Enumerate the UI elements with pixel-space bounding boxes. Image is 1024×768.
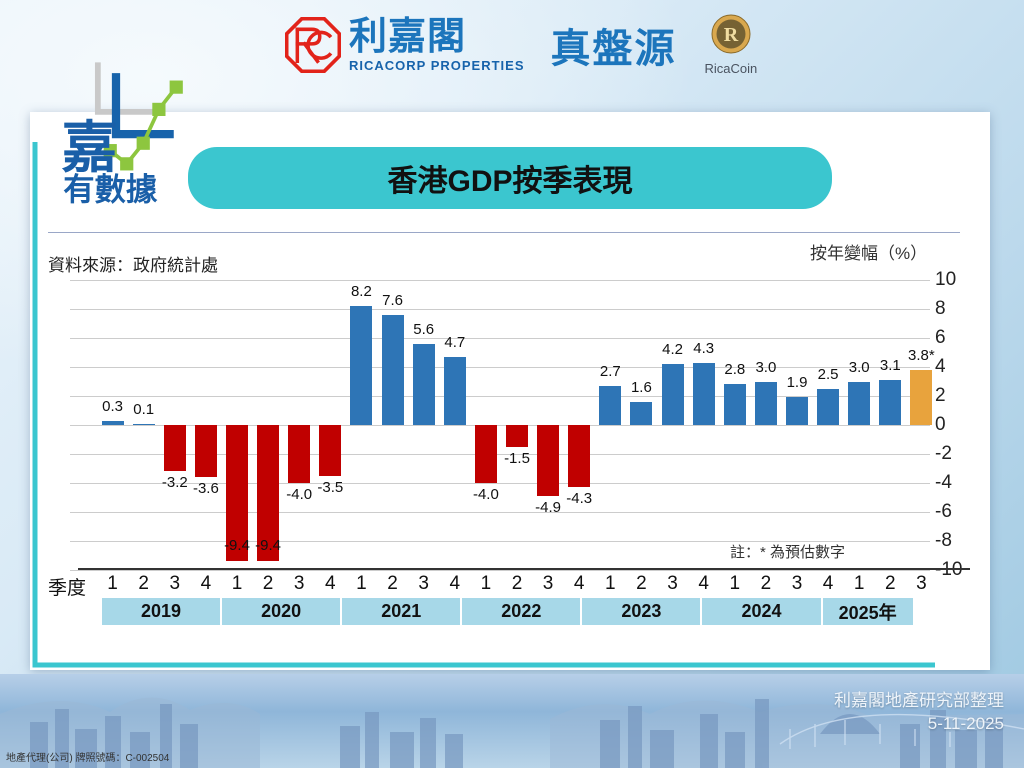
svg-text:嘉: 嘉 bbox=[62, 116, 118, 179]
svg-text:有數據: 有數據 bbox=[63, 172, 158, 207]
svg-text:R: R bbox=[724, 24, 739, 46]
